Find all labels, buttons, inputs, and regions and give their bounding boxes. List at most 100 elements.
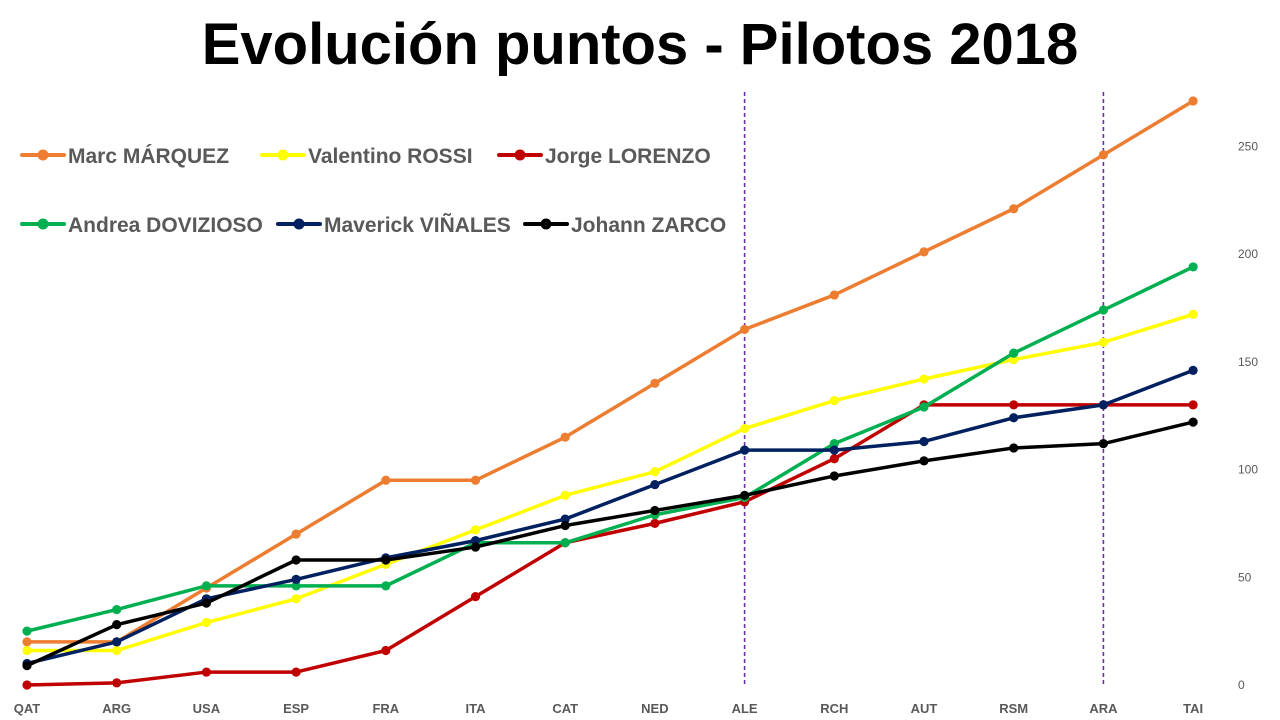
x-tick-label: USA — [193, 701, 221, 716]
legend-swatch-marker — [37, 149, 49, 161]
legend-swatch-marker — [293, 218, 305, 230]
data-point — [22, 626, 32, 636]
y-tick-label: 100 — [1238, 463, 1258, 477]
data-point — [1009, 413, 1019, 423]
series-johann-zarco — [22, 417, 1198, 671]
x-tick-label: NED — [641, 701, 668, 716]
x-tick-label: ARA — [1089, 701, 1118, 716]
data-point — [112, 637, 122, 647]
x-tick-label: ALE — [732, 701, 758, 716]
x-tick-label: FRA — [372, 701, 399, 716]
data-point — [1098, 337, 1108, 347]
legend-item-johann-zarco: Johann ZARCO — [523, 214, 726, 237]
y-tick-label: 250 — [1238, 139, 1258, 153]
data-point — [560, 514, 570, 524]
legend-item-marc-marquez: Marc MÁRQUEZ — [20, 145, 229, 168]
data-point — [291, 574, 301, 585]
data-point — [22, 661, 32, 671]
data-point — [381, 581, 391, 591]
y-tick-label: 200 — [1238, 247, 1258, 261]
data-point — [1188, 400, 1198, 410]
x-tick-label: ARG — [102, 701, 131, 716]
data-point — [829, 395, 839, 406]
data-point — [560, 538, 570, 548]
vertical-markers — [743, 92, 1105, 686]
data-point — [1098, 400, 1108, 410]
data-point — [1188, 417, 1198, 427]
data-point — [22, 645, 32, 656]
legend-label: Valentino ROSSI — [308, 145, 473, 168]
data-point — [1009, 348, 1019, 358]
data-point — [650, 479, 660, 490]
x-tick-label: RSM — [999, 701, 1028, 716]
series-line — [25, 265, 1195, 633]
data-point — [829, 445, 839, 455]
data-point — [112, 678, 122, 688]
data-point — [1188, 309, 1198, 319]
legend-swatch-marker — [514, 149, 526, 161]
data-point — [740, 490, 750, 500]
data-point — [1098, 305, 1108, 315]
legend-item-andrea-dovizioso: Andrea DOVIZIOSO — [20, 214, 263, 237]
data-point — [470, 525, 481, 535]
data-point — [291, 529, 301, 539]
data-point — [291, 581, 301, 591]
y-tick-label: 0 — [1238, 678, 1245, 692]
data-point — [919, 456, 929, 466]
data-point — [650, 505, 660, 516]
x-tick-label: RCH — [820, 701, 848, 716]
x-tick-label: TAI — [1183, 701, 1203, 716]
data-point — [560, 490, 570, 500]
data-point — [919, 436, 929, 447]
data-point — [650, 518, 660, 528]
data-point — [1098, 439, 1108, 449]
data-point — [919, 402, 929, 412]
series-line — [25, 403, 1195, 687]
chart-title: Evolución puntos - Pilotos 2018 — [202, 12, 1079, 77]
data-point — [1009, 354, 1019, 365]
data-point — [470, 536, 481, 546]
legend-label: Marc MÁRQUEZ — [68, 145, 229, 168]
data-point — [201, 581, 211, 591]
data-point — [201, 598, 211, 608]
data-point — [1098, 150, 1108, 160]
data-point — [470, 592, 481, 602]
data-point — [112, 620, 122, 630]
legend-item-valentino-rossi: Valentino ROSSI — [260, 145, 473, 168]
legend-swatch-marker — [37, 218, 49, 230]
y-axis-ticks: 0 50 100 150 200 250 — [1238, 139, 1258, 692]
data-point — [1188, 262, 1198, 272]
data-point — [919, 374, 929, 384]
data-point — [470, 475, 481, 485]
x-tick-label: QAT — [14, 701, 41, 716]
series-jorge-lorenzo — [22, 400, 1198, 690]
y-tick-label: 150 — [1238, 355, 1258, 369]
x-tick-label: ESP — [283, 701, 309, 716]
legend-label: Maverick VIÑALES — [324, 214, 511, 237]
data-point — [201, 667, 211, 677]
data-point — [740, 324, 750, 335]
x-tick-label: ITA — [466, 701, 487, 716]
legend-item-jorge-lorenzo: Jorge LORENZO — [497, 145, 711, 168]
data-point — [381, 645, 391, 656]
legend-label: Johann ZARCO — [571, 214, 726, 237]
data-point — [22, 680, 32, 690]
legend-swatch-marker — [540, 218, 552, 230]
y-tick-label: 50 — [1238, 570, 1252, 584]
data-point — [1188, 365, 1198, 375]
data-point — [1009, 204, 1019, 214]
data-point — [560, 520, 570, 531]
series-line — [25, 420, 1195, 668]
series-lines — [22, 96, 1198, 690]
data-point — [381, 475, 391, 485]
series-line — [25, 99, 1195, 644]
data-point — [740, 423, 750, 434]
data-point — [829, 471, 839, 481]
data-point — [919, 247, 929, 257]
data-point — [1009, 400, 1019, 410]
data-point — [740, 445, 750, 455]
legend: Marc MÁRQUEZ Valentino ROSSI Jorge LORENZO… — [20, 145, 726, 237]
x-tick-label: AUT — [911, 701, 938, 716]
x-tick-label: CAT — [552, 701, 578, 716]
